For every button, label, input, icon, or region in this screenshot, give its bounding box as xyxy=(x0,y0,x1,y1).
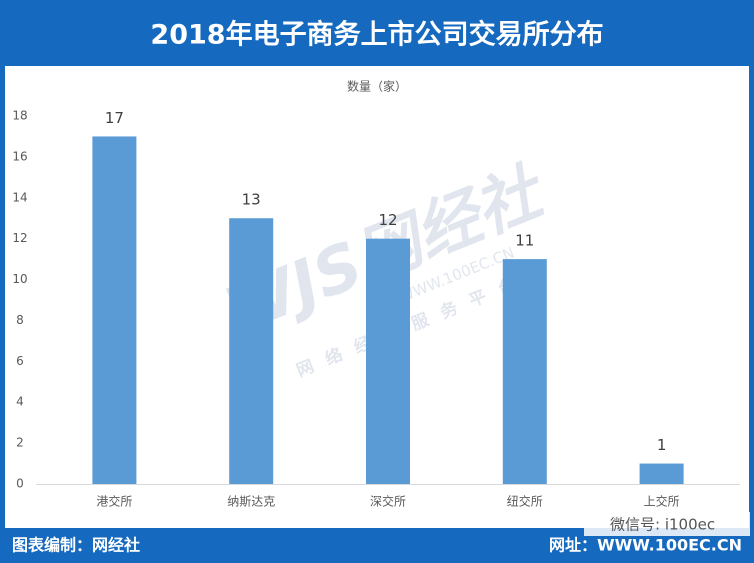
footer-credit: 图表编制：网经社 xyxy=(12,536,140,555)
x-tick-label: 纽交所 xyxy=(507,494,543,509)
y-tick-label: 18 xyxy=(12,109,27,123)
y-tick-label: 12 xyxy=(12,231,27,245)
footer-website: 网址：WWW.100EC.CN xyxy=(549,536,742,555)
wechat-bg xyxy=(584,512,750,536)
bar xyxy=(92,136,137,484)
axis-title: 数量（家） xyxy=(347,79,407,94)
y-tick-label: 14 xyxy=(12,190,27,204)
wechat-id: 微信号: i100ec xyxy=(610,516,715,534)
bar xyxy=(229,218,274,484)
y-tick-label: 16 xyxy=(12,149,27,163)
y-tick-label: 0 xyxy=(16,477,24,491)
value-label: 17 xyxy=(105,109,124,127)
chart-title: 2018年电子商务上市公司交易所分布 xyxy=(150,19,603,51)
value-label: 13 xyxy=(242,191,261,209)
value-label: 12 xyxy=(378,211,397,229)
bar xyxy=(502,259,547,484)
y-tick-label: 6 xyxy=(16,354,24,368)
y-tick-label: 8 xyxy=(16,313,24,327)
bar xyxy=(639,463,684,484)
y-tick-label: 4 xyxy=(16,395,24,409)
x-tick-label: 上交所 xyxy=(644,494,680,509)
bar xyxy=(366,238,410,484)
x-tick-label: 纳斯达克 xyxy=(227,495,275,509)
y-tick-label: 10 xyxy=(12,272,27,286)
y-tick-label: 2 xyxy=(16,436,24,450)
value-label: 1 xyxy=(657,436,667,454)
x-tick-label: 港交所 xyxy=(96,494,132,509)
value-label: 11 xyxy=(515,232,534,250)
x-tick-label: 深交所 xyxy=(370,494,406,509)
